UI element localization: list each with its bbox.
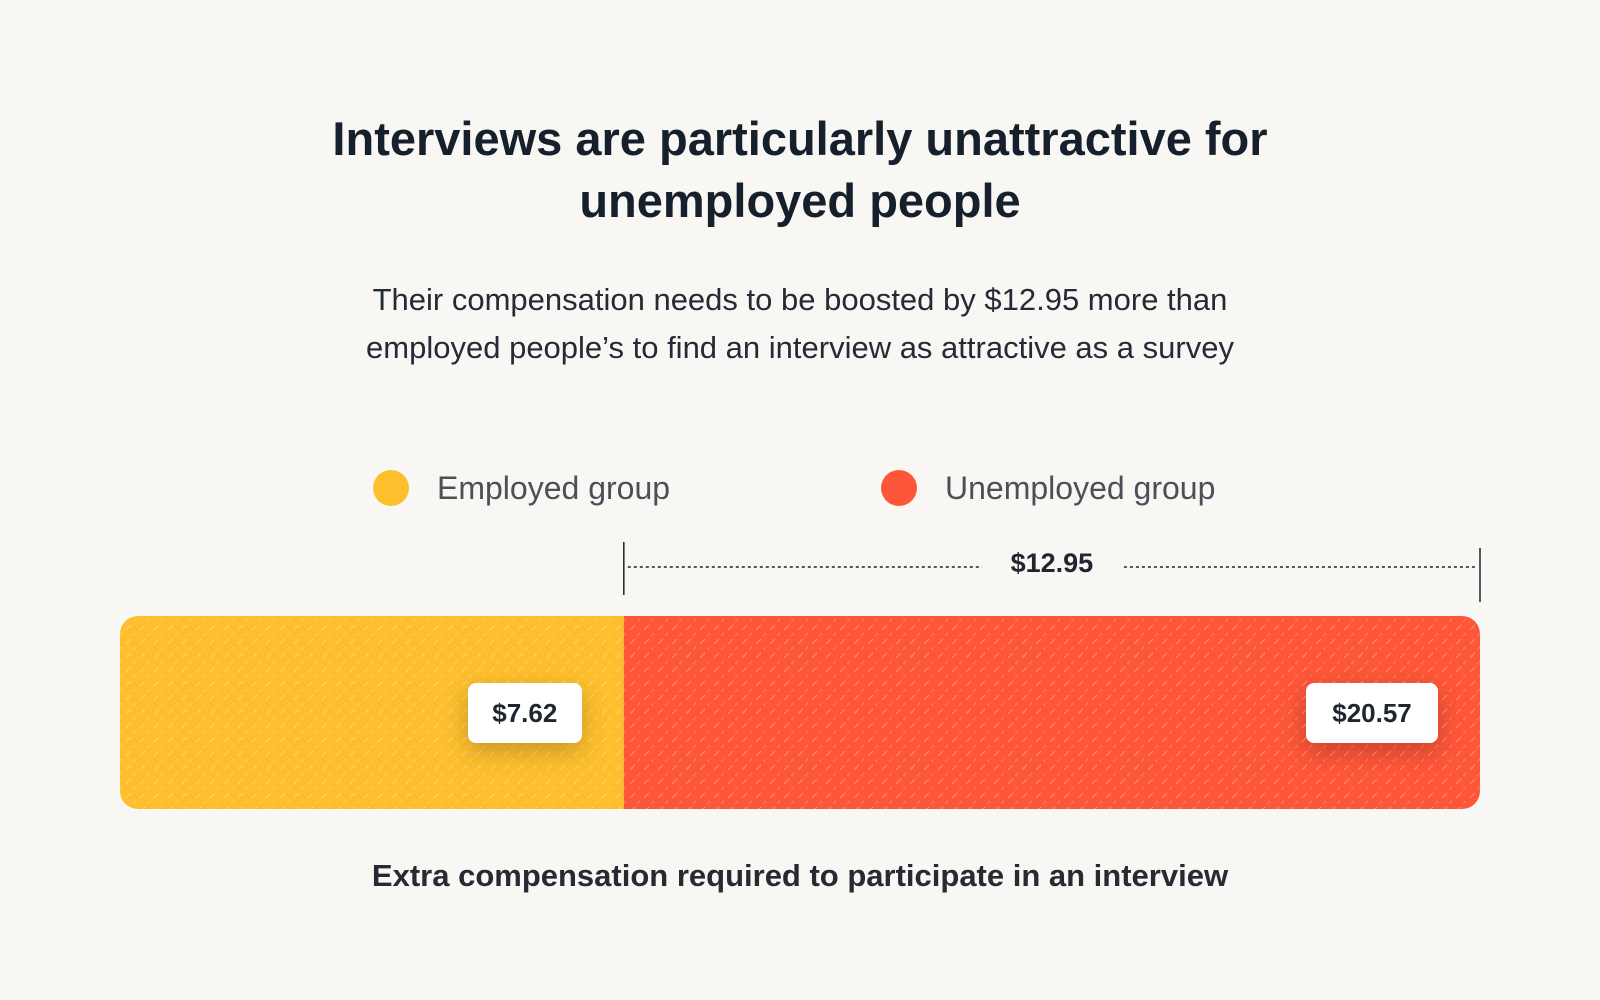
legend-label-employed: Employed group	[437, 469, 671, 506]
chart-title: Interviews are particularly unattractive…	[0, 108, 1600, 232]
value-label-employed: $7.62	[467, 683, 582, 743]
chart-title-line-1: Interviews are particularly unattractive…	[332, 112, 1268, 165]
difference-label: $12.95	[981, 548, 1122, 579]
legend-item-unemployed: Unemployed group	[881, 466, 1215, 510]
chart-subtitle: Their compensation needs to be boosted b…	[0, 276, 1600, 372]
legend-item-employed: Employed group	[373, 466, 670, 510]
chart-title-line-2: unemployed people	[579, 174, 1021, 227]
chart-subtitle-line-1: Their compensation needs to be boosted b…	[372, 282, 1228, 317]
value-label-unemployed: $20.57	[1306, 683, 1438, 743]
chart-subtitle-line-2: employed people’s to find an interview a…	[366, 330, 1234, 365]
legend-label-unemployed: Unemployed group	[945, 469, 1216, 506]
legend-dot-employed-icon	[373, 470, 409, 506]
chart-caption: Extra compensation required to participa…	[371, 858, 1229, 893]
legend-dot-unemployed-icon	[881, 470, 917, 506]
